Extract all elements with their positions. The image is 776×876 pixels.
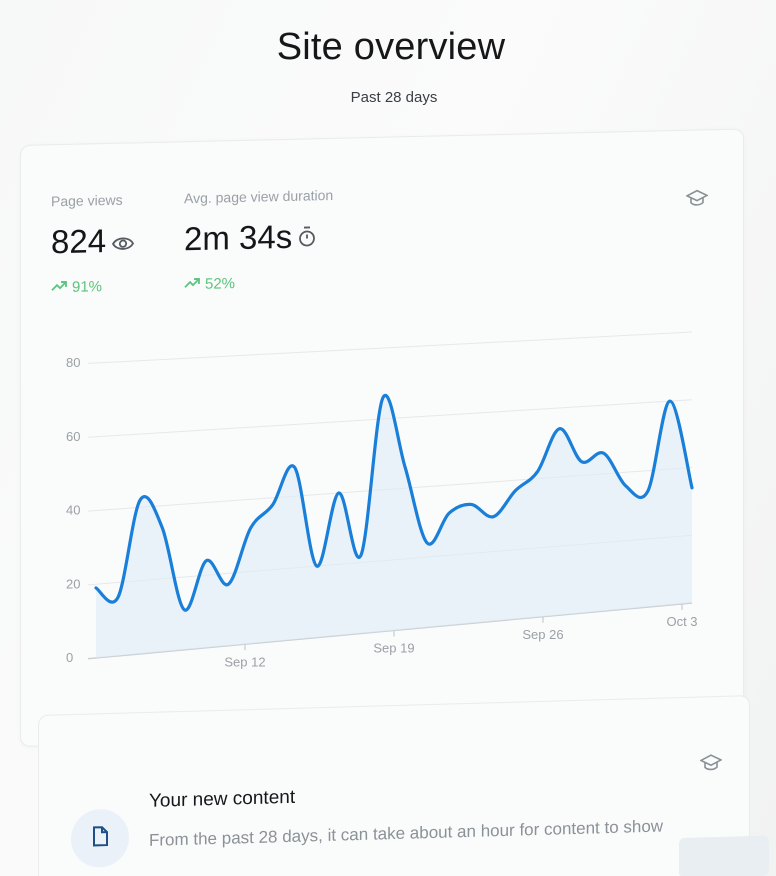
avg-duration-value: 2m 34s <box>184 217 293 258</box>
x-tick-label: Sep 26 <box>522 627 563 642</box>
page-views-stat: Page views 824 91% <box>51 191 135 296</box>
graduation-cap-icon[interactable] <box>699 751 723 776</box>
x-tick-label: Sep 12 <box>224 654 265 669</box>
y-tick-label: 20 <box>66 576 80 591</box>
trending-up-icon <box>184 276 200 293</box>
grid-line <box>87 331 693 364</box>
x-tick-label: Oct 3 <box>666 614 697 629</box>
page-views-change: 91% <box>51 277 134 296</box>
page-views-value-row: 824 <box>51 221 135 261</box>
eye-icon <box>112 221 135 259</box>
y-tick-label: 0 <box>66 650 73 665</box>
page-views-chart: 0 20 40 60 80 Sep 12 Sep 19 Sep 26 Oct 3 <box>50 320 710 690</box>
chart-svg: 0 20 40 60 80 Sep 12 Sep 19 Sep 26 Oct 3 <box>66 331 698 669</box>
series-area <box>96 395 692 658</box>
date-range-subtitle: Past 28 days <box>350 89 438 106</box>
new-content-card: Your new content From the past 28 days, … <box>38 695 769 876</box>
page-views-value: 824 <box>51 222 107 261</box>
avg-duration-change: 52% <box>184 273 333 293</box>
series-line <box>94 393 694 612</box>
new-content-description: From the past 28 days, it can take about… <box>149 816 664 850</box>
avg-duration-label: Avg. page view duration <box>184 186 334 207</box>
page-title: Site overview <box>276 26 506 68</box>
avg-duration-value-row: 2m 34s <box>184 217 333 258</box>
y-tick-label: 60 <box>66 429 80 444</box>
page-views-change-value: 91% <box>72 278 103 296</box>
y-tick-label: 40 <box>66 503 80 518</box>
new-content-title: Your new content <box>149 786 296 812</box>
grid-line <box>87 602 693 660</box>
page-views-label: Page views <box>51 191 123 210</box>
graduation-cap-icon[interactable] <box>685 186 709 211</box>
overview-card: Page views 824 91% <box>20 128 744 748</box>
avg-duration-change-value: 52% <box>205 275 236 293</box>
avg-duration-stat: Avg. page view duration 2m 34s <box>184 187 333 293</box>
stopwatch-icon <box>298 217 316 255</box>
document-icon-badge <box>71 808 129 869</box>
document-icon <box>91 825 109 853</box>
x-tick-label: Sep 19 <box>373 641 414 656</box>
trending-up-icon <box>51 279 67 296</box>
y-tick-label: 80 <box>66 355 80 370</box>
new-content-action-button[interactable] <box>679 835 769 876</box>
